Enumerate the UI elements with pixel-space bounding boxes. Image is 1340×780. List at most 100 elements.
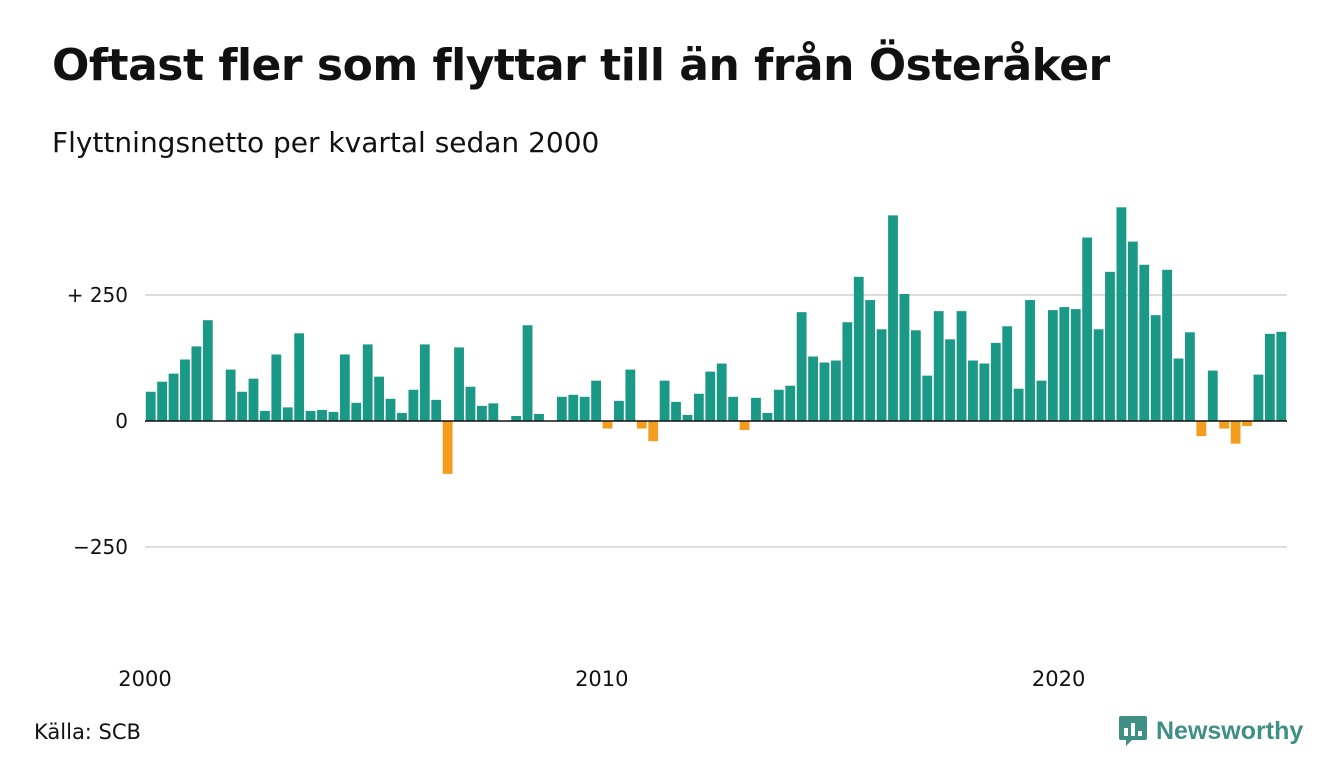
bar (1048, 310, 1058, 421)
bar (797, 312, 807, 421)
bar (363, 344, 373, 421)
bar (260, 411, 270, 421)
bar (180, 360, 190, 421)
bar-chart-speech-bubble-icon (1118, 714, 1148, 748)
bar (922, 376, 932, 421)
bar (534, 414, 544, 421)
bar (740, 421, 750, 430)
bar (591, 381, 601, 421)
bar (1196, 421, 1206, 436)
bar (762, 413, 772, 421)
x-tick-label: 2020 (1032, 667, 1085, 691)
bar (420, 344, 430, 421)
bar (191, 346, 201, 421)
bar (169, 374, 179, 421)
bar (934, 311, 944, 421)
bar (1242, 421, 1252, 426)
bar (842, 322, 852, 421)
bar (1071, 309, 1081, 421)
bar (1094, 329, 1104, 421)
bar (900, 294, 910, 421)
bar (1276, 332, 1286, 421)
bar (1208, 371, 1218, 421)
bar (431, 400, 441, 421)
axis-labels: + 250 0 −250 2000 2010 2020 (67, 283, 1086, 691)
bar (454, 347, 464, 421)
bar (1219, 421, 1229, 429)
brand-name: Newsworthy (1156, 717, 1303, 746)
bar (1231, 421, 1241, 444)
bar (991, 343, 1001, 421)
bar (1037, 381, 1047, 421)
bar (717, 364, 727, 421)
x-tick-label: 2000 (118, 667, 171, 691)
bar (1025, 300, 1035, 421)
bar (226, 370, 236, 421)
bar (1059, 307, 1069, 421)
bar (1082, 238, 1092, 421)
bar (648, 421, 658, 441)
bar (637, 421, 647, 429)
bar (877, 329, 887, 421)
bar (329, 412, 339, 421)
bar (854, 277, 864, 421)
bar (820, 363, 830, 421)
bar (1162, 270, 1172, 421)
bar (511, 416, 521, 421)
bar (580, 397, 590, 421)
bar (774, 390, 784, 421)
y-tick-label: + 250 (67, 283, 128, 307)
bar (614, 401, 624, 421)
bar (945, 339, 955, 421)
bar (294, 333, 304, 421)
bar (146, 392, 156, 421)
bar (1128, 242, 1138, 421)
bar (237, 392, 247, 421)
bar (1117, 207, 1127, 421)
bar (808, 356, 818, 421)
bar (317, 410, 327, 421)
bar (408, 390, 418, 421)
bar (1014, 389, 1024, 421)
bar (1174, 359, 1184, 422)
bars (146, 207, 1286, 474)
bar (1139, 265, 1149, 421)
bar (249, 379, 259, 421)
bar (831, 361, 841, 421)
bar (1185, 332, 1195, 421)
bar (386, 399, 396, 421)
y-tick-label: −250 (73, 535, 128, 559)
bar-chart: + 2500−2502000 2010 2020 (0, 0, 1340, 780)
source-credit: Källa: SCB (34, 720, 141, 744)
y-tick-label: 0 (115, 409, 128, 433)
bar (728, 397, 738, 421)
bar (683, 415, 693, 421)
bar (397, 413, 407, 421)
bar (568, 395, 578, 421)
bar (340, 354, 350, 421)
bar (671, 402, 681, 421)
bar (660, 381, 670, 421)
bar (203, 320, 213, 421)
bar (694, 394, 704, 421)
bar (1105, 272, 1115, 421)
bar (911, 330, 921, 421)
bar (957, 311, 967, 421)
bar (888, 215, 898, 421)
bar (351, 403, 361, 421)
bar (443, 421, 453, 474)
bar (968, 361, 978, 421)
bar (603, 421, 613, 429)
bar (1254, 375, 1264, 421)
bar (1151, 315, 1161, 421)
bar (477, 406, 487, 421)
bar (283, 407, 293, 421)
bar (865, 300, 875, 421)
bar (557, 397, 567, 421)
bar (1002, 326, 1012, 421)
bar (306, 411, 316, 421)
bar (1265, 334, 1275, 421)
bar (751, 398, 761, 421)
newsworthy-logo: Newsworthy (1118, 714, 1303, 748)
bar (374, 377, 384, 421)
